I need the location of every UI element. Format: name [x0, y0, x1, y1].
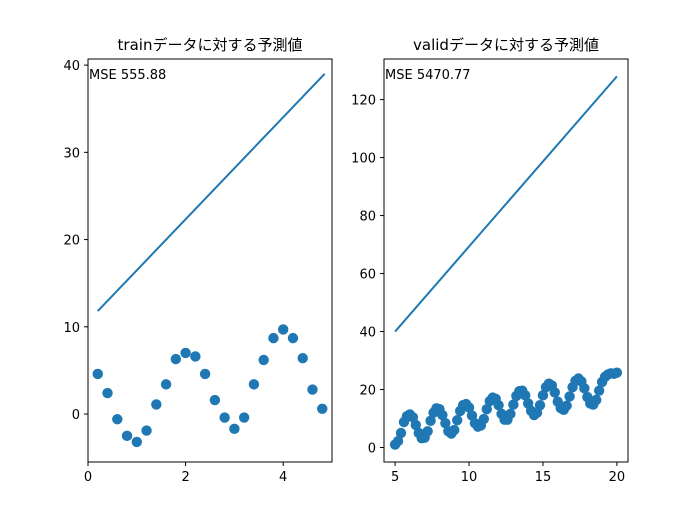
mse-annotation: MSE 555.88 — [89, 68, 166, 83]
data-point — [190, 351, 201, 362]
y-tick-label: 20 — [359, 384, 376, 399]
data-point — [112, 414, 123, 425]
y-tick-label: 60 — [359, 268, 376, 283]
data-point — [561, 400, 572, 411]
y-tick-label: 40 — [359, 326, 376, 341]
data-point — [505, 408, 516, 420]
y-tick-label: 10 — [63, 321, 80, 336]
data-point — [437, 409, 448, 421]
data-point — [258, 354, 269, 366]
data-point — [160, 379, 172, 390]
data-point — [463, 402, 475, 413]
data-point — [131, 436, 142, 448]
data-point — [297, 352, 308, 364]
data-point — [268, 332, 279, 344]
data-point — [170, 353, 182, 365]
data-point — [121, 430, 133, 442]
data-point — [287, 332, 299, 344]
axes-frame — [383, 58, 629, 463]
data-point — [591, 394, 602, 406]
data-point — [392, 435, 404, 447]
chart-title: validデータに対する予測値 — [413, 36, 599, 54]
data-point — [579, 383, 590, 394]
x-tick-label: 20 — [609, 470, 626, 485]
y-tick-label: 0 — [72, 408, 80, 423]
data-point — [425, 415, 436, 427]
y-tick-label: 0 — [368, 442, 376, 457]
x-tick-label: 4 — [279, 470, 287, 485]
data-point — [593, 385, 605, 396]
x-tick-label: 10 — [461, 470, 478, 485]
data-point — [151, 399, 162, 410]
data-point — [564, 391, 575, 402]
y-tick-label: 120 — [351, 94, 376, 109]
data-point — [611, 367, 623, 378]
data-point — [478, 413, 490, 425]
x-tick-label: 5 — [391, 470, 399, 485]
y-tick-label: 20 — [63, 234, 80, 249]
data-point — [410, 419, 421, 431]
data-point — [180, 347, 191, 359]
x-tick-label: 2 — [181, 470, 189, 485]
data-point — [219, 412, 230, 423]
data-point — [481, 404, 492, 415]
data-point — [278, 324, 289, 335]
data-point — [549, 387, 560, 398]
data-point — [317, 403, 328, 414]
data-point — [229, 423, 240, 435]
data-point — [307, 384, 318, 395]
data-point — [141, 425, 152, 436]
data-point — [452, 415, 463, 426]
chart-title: trainデータに対する予測値 — [118, 36, 303, 54]
prediction-line — [97, 73, 326, 312]
y-tick-label: 30 — [63, 146, 80, 161]
data-point — [508, 399, 519, 410]
mse-annotation: MSE 5470.77 — [385, 68, 471, 83]
y-tick-label: 80 — [359, 210, 376, 225]
data-point — [493, 399, 504, 411]
x-tick-label: 0 — [84, 470, 92, 485]
data-point — [102, 387, 113, 399]
data-point — [449, 424, 460, 436]
data-point — [422, 426, 433, 437]
data-point — [520, 390, 531, 401]
data-point — [199, 368, 211, 380]
y-tick-label: 100 — [351, 152, 376, 167]
axes-frame — [87, 58, 333, 463]
data-point — [209, 394, 221, 406]
y-tick-label: 40 — [63, 59, 80, 74]
data-point — [537, 390, 549, 401]
x-tick-label: 15 — [535, 470, 552, 485]
data-point — [248, 379, 260, 390]
prediction-line — [394, 75, 618, 333]
data-point — [534, 399, 546, 411]
data-point — [238, 412, 250, 423]
data-point — [440, 417, 451, 429]
data-point — [92, 368, 103, 380]
data-point — [395, 427, 407, 439]
valid-prediction-chart: validデータに対する予測値 5 10 15 20 0 20 40 60 80 100 120 MSE… — [351, 36, 629, 485]
